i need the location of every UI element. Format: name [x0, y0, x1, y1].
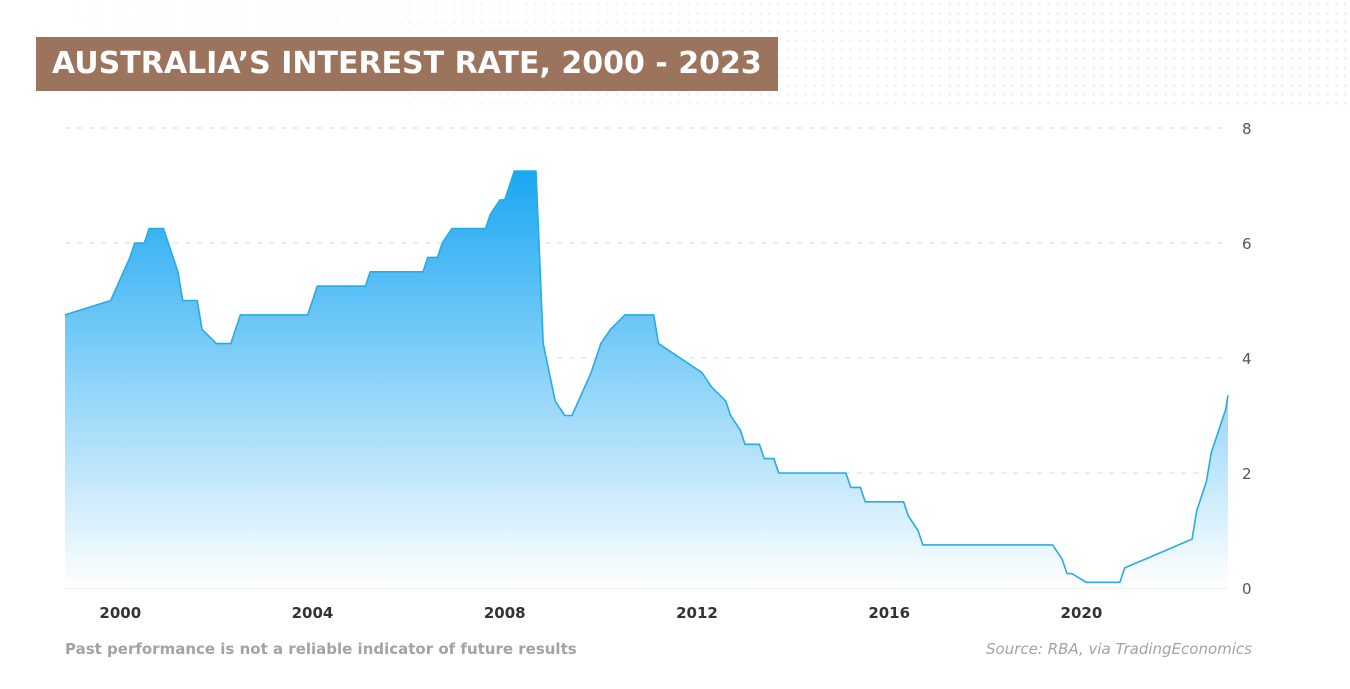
y-tick-label: 2 [1242, 465, 1252, 483]
x-tick-label: 2008 [484, 604, 526, 622]
x-tick-label: 2012 [676, 604, 718, 622]
x-tick-label: 2020 [1061, 604, 1103, 622]
y-tick-label: 4 [1242, 350, 1252, 368]
source-text: Source: RBA, via TradingEconomics [986, 640, 1252, 658]
series-line [64, 170, 1229, 584]
y-tick-label: 0 [1242, 580, 1252, 598]
x-tick-label: 2016 [868, 604, 910, 622]
x-tick-label: 2000 [99, 604, 141, 622]
y-tick-label: 8 [1242, 120, 1252, 138]
area-series [64, 170, 1229, 588]
axis-labels: 0 2 4 6 8 2000 2004 2008 2012 2016 2020 [99, 120, 1251, 622]
area-fill [65, 171, 1228, 588]
x-tick-label: 2004 [292, 604, 334, 622]
y-tick-label: 6 [1242, 235, 1252, 253]
disclaimer-text: Past performance is not a reliable indic… [65, 640, 577, 658]
chart-title: AUSTRALIA’S INTEREST RATE, 2000 - 2023 [36, 37, 778, 91]
